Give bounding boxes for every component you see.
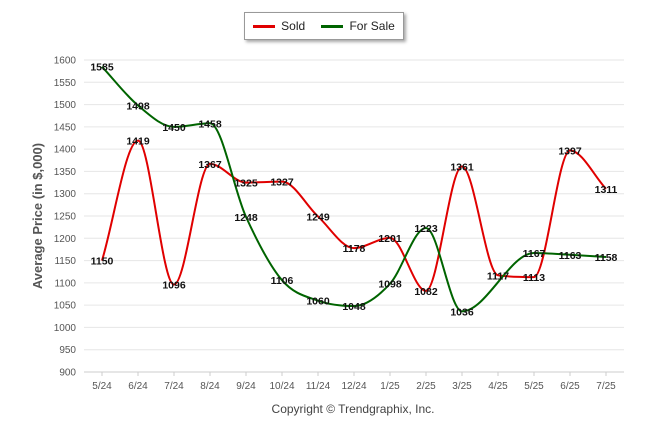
x-tick-label: 3/25 <box>452 381 472 392</box>
data-label-for-sale: 1585 <box>90 62 114 74</box>
data-label-for-sale: 1458 <box>198 118 222 130</box>
x-tick-label: 9/24 <box>236 381 256 392</box>
y-tick-label: 1200 <box>54 234 77 245</box>
y-tick-label: 1400 <box>54 145 77 156</box>
data-label-sold: 1397 <box>558 145 582 157</box>
series-line-sold <box>101 139 607 292</box>
y-tick-label: 1350 <box>54 167 77 178</box>
x-tick-label: 6/25 <box>560 381 580 392</box>
chart-legend: Sold For Sale <box>244 12 404 40</box>
x-tick-label: 1/25 <box>380 381 400 392</box>
legend-item-sold[interactable]: Sold <box>253 19 305 33</box>
axes: 900 950 1000 1050 1100 1150 1200 1250 1300 1350 14… <box>54 56 624 392</box>
legend-item-for-sale[interactable]: For Sale <box>321 19 395 33</box>
y-axis-title: Average Price (in $,000) <box>30 143 45 289</box>
data-label-sold: 1150 <box>91 256 114 268</box>
legend-swatch-sold <box>253 24 276 28</box>
y-tick-label: 900 <box>59 368 76 379</box>
data-label-for-sale: 1060 <box>306 296 330 308</box>
data-label-for-sale: 1248 <box>234 212 258 224</box>
legend-swatch-for-sale <box>321 24 344 28</box>
y-tick-label: 950 <box>59 345 76 356</box>
y-tick-label: 1600 <box>54 56 77 67</box>
x-tick-label: 11/24 <box>306 381 331 392</box>
data-label-sold: 1082 <box>414 286 438 298</box>
data-label-sold: 1249 <box>306 211 330 223</box>
data-label-for-sale: 1048 <box>342 301 366 313</box>
data-label-sold: 1201 <box>378 233 402 245</box>
grid-lines <box>84 59 624 373</box>
series-line-for-sale <box>101 66 607 313</box>
y-tick-label: 1250 <box>54 212 77 223</box>
data-label-sold: 1096 <box>162 280 186 292</box>
y-tick-label: 1000 <box>54 323 77 334</box>
legend-label-for-sale: For Sale <box>349 19 395 33</box>
data-label-for-sale: 1036 <box>450 306 474 318</box>
data-label-for-sale: 1098 <box>378 279 402 291</box>
data-label-sold: 1367 <box>198 159 222 171</box>
data-label-for-sale: 1158 <box>595 252 618 264</box>
x-tick-label: 12/24 <box>341 381 366 392</box>
x-tick-label: 5/25 <box>524 381 544 392</box>
x-tick-label: 5/24 <box>92 381 112 392</box>
x-tick-label: 8/24 <box>200 381 220 392</box>
y-tick-label: 1450 <box>54 122 77 133</box>
data-label-sold: 1325 <box>234 178 258 190</box>
y-tick-label: 1150 <box>54 256 76 267</box>
y-tick-label: 1550 <box>54 78 77 89</box>
x-tick-label: 2/25 <box>416 381 436 392</box>
data-label-for-sale: 1163 <box>559 250 582 262</box>
data-label-sold: 1311 <box>595 184 618 196</box>
data-label-sold: 1419 <box>126 136 150 148</box>
x-tick-label: 10/24 <box>269 381 294 392</box>
series-lines <box>101 66 607 313</box>
data-label-for-sale: 1106 <box>271 275 294 287</box>
data-label-for-sale: 1167 <box>523 248 546 260</box>
x-tick-label: 7/25 <box>596 381 616 392</box>
data-label-sold: 1361 <box>450 162 474 174</box>
data-label-for-sale: 1223 <box>414 223 438 235</box>
x-tick-label: 4/25 <box>488 381 508 392</box>
y-tick-label: 1050 <box>54 301 77 312</box>
x-tick-label: 6/24 <box>128 381 148 392</box>
data-label-sold: 1178 <box>343 243 366 255</box>
data-label-sold: 1117 <box>487 270 509 282</box>
y-tick-label: 1500 <box>54 100 77 111</box>
data-label-sold: 1113 <box>523 272 545 284</box>
x-tick-label: 7/24 <box>164 381 184 392</box>
copyright-footer: Copyright © Trendgraphix, Inc. <box>272 402 435 416</box>
legend-label-sold: Sold <box>281 19 306 33</box>
y-tick-label: 1300 <box>54 189 77 200</box>
data-label-sold: 1327 <box>270 177 294 189</box>
data-label-for-sale: 1498 <box>126 100 150 112</box>
data-labels: 1150 1419 1096 1367 1325 1327 1249 1178 1201 1082… <box>90 62 617 319</box>
data-label-for-sale: 1450 <box>162 122 186 134</box>
y-tick-label: 1100 <box>54 278 76 289</box>
